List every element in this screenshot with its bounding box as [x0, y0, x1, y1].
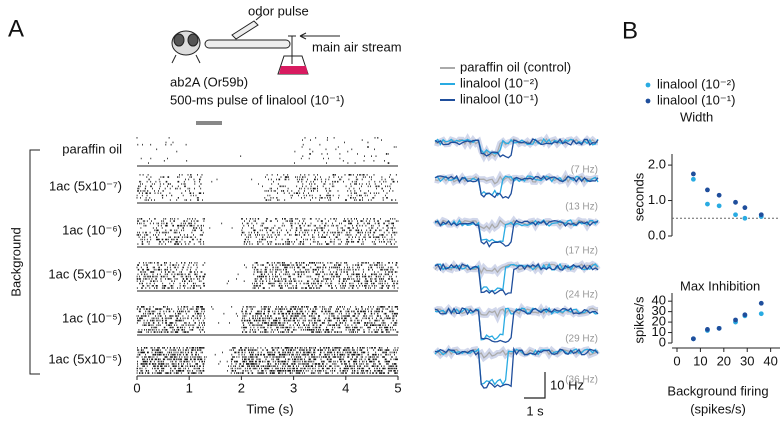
- x-tick-label: 1: [186, 380, 193, 395]
- x-tick-label: 20: [717, 353, 731, 368]
- trace: [434, 262, 599, 292]
- spike-raster: [136, 218, 399, 245]
- axis-label: spikes/s: [631, 296, 646, 343]
- spike-raster: [136, 306, 399, 333]
- legend-label: linalool (10⁻²): [460, 75, 538, 90]
- trace: [434, 346, 599, 389]
- x-tick-label: 0: [133, 380, 140, 395]
- trace: [434, 138, 599, 159]
- x-tick-label: 3: [290, 380, 297, 395]
- y-tick-label: 40: [652, 293, 666, 308]
- point: [716, 325, 722, 331]
- rate-label: (13 Hz): [565, 202, 598, 213]
- y-tick-label: 10: [652, 324, 666, 339]
- row-label: 1ac (10⁻⁶): [62, 222, 122, 237]
- trace: [434, 307, 599, 343]
- chart-title: Width: [680, 109, 713, 124]
- panel-label: B: [622, 17, 638, 44]
- stimulus-bar: [196, 121, 222, 125]
- setup-diagram: [171, 14, 340, 75]
- point: [742, 215, 748, 221]
- point: [705, 327, 710, 332]
- point: [733, 317, 738, 323]
- y-tick-label: 0: [659, 334, 666, 349]
- spike-raster: [136, 347, 399, 374]
- axis-label: (spikes/s): [690, 401, 746, 416]
- trace: [434, 306, 599, 341]
- trace: [434, 175, 599, 197]
- row-label: 1ac (10⁻⁵): [62, 310, 122, 325]
- rate-label: (17 Hz): [565, 246, 598, 257]
- x-tick-label: 4: [342, 380, 349, 395]
- scale-bar: [524, 372, 546, 399]
- bracket: [29, 149, 40, 375]
- point: [705, 201, 710, 207]
- y-tick-label: 1.0: [648, 192, 666, 207]
- legend-label: linalool (10⁻¹): [657, 92, 735, 107]
- point: [690, 176, 696, 182]
- x-tick-label: 10: [693, 353, 707, 368]
- row-label: 1ac (5x10⁻⁶): [48, 266, 122, 281]
- axis-label: Background firing: [667, 383, 768, 398]
- diagram-label: ab2A (Or59b): [170, 74, 248, 89]
- point: [705, 187, 710, 193]
- x-tick-label: 5: [394, 380, 401, 395]
- row-label: 1ac (5x10⁻⁷): [49, 178, 122, 193]
- x-tick-label: 30: [740, 353, 754, 368]
- point: [716, 203, 722, 209]
- point: [758, 311, 764, 317]
- y-tick-label: 0.0: [648, 227, 666, 242]
- x-tick-label: 40: [763, 353, 777, 368]
- trace: [434, 174, 599, 199]
- trace: [434, 348, 599, 359]
- x-tick-label: 0: [673, 353, 680, 368]
- point: [742, 312, 748, 318]
- rate-label: (24 Hz): [565, 290, 598, 301]
- axis-label: Background: [8, 227, 23, 296]
- point: [733, 212, 738, 218]
- scale-label: 10 Hz: [550, 377, 584, 392]
- scale-label: 1 s: [526, 403, 544, 418]
- point: [733, 199, 738, 205]
- legend-label: paraffin oil (control): [460, 59, 571, 74]
- rate-label: (36 Hz): [565, 375, 598, 386]
- trace: [434, 347, 599, 386]
- x-tick-label: 2: [238, 380, 245, 395]
- point: [742, 205, 748, 211]
- chart-title: Max Inhibition: [680, 278, 760, 293]
- spike-raster: [136, 174, 398, 201]
- spike-raster: [136, 137, 397, 164]
- row-label: paraffin oil: [62, 141, 122, 156]
- trace: [434, 137, 599, 155]
- y-tick-label: 2.0: [648, 157, 666, 172]
- spike-raster: [136, 262, 399, 289]
- point: [758, 300, 764, 306]
- point: [758, 212, 764, 218]
- legend-label: linalool (10⁻¹): [460, 91, 538, 106]
- point: [690, 336, 696, 342]
- trace: [434, 262, 599, 296]
- trace: [434, 219, 599, 248]
- y-tick-label: 30: [652, 303, 666, 318]
- legend-marker: [645, 98, 651, 104]
- trace: [434, 218, 599, 243]
- legend-label: linalool (10⁻²): [657, 76, 735, 91]
- point: [716, 192, 722, 198]
- rate-label: (29 Hz): [565, 334, 598, 345]
- y-tick-label: 20: [652, 314, 666, 329]
- diagram-label: main air stream: [312, 39, 402, 54]
- legend-marker: [645, 82, 651, 88]
- axis-label: Time (s): [246, 401, 293, 416]
- diagram-label: 500-ms pulse of linalool (10⁻¹): [170, 92, 345, 107]
- diagram-label: odor pulse: [248, 3, 309, 18]
- axis-label: seconds: [631, 172, 646, 221]
- point: [690, 171, 696, 177]
- row-label: 1ac (5x10⁻⁵): [48, 351, 122, 366]
- rate-label: (7 Hz): [571, 165, 598, 176]
- panel-label: A: [8, 15, 24, 42]
